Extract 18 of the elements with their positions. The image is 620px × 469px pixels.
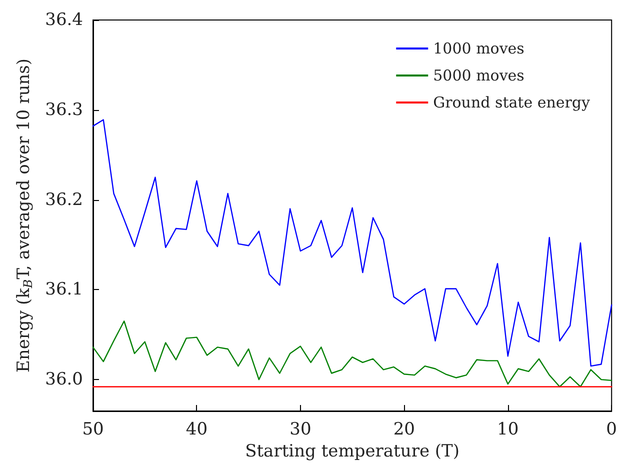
x-tick-label: 40	[186, 420, 208, 440]
y-axis-title: Energy (kBT, averaged over 10 runs)	[14, 58, 36, 372]
legend-label: 5000 moves	[433, 66, 524, 84]
y-tick-label: 36.0	[45, 370, 83, 390]
x-tick-label: 20	[393, 420, 415, 440]
line-series	[92, 119, 612, 367]
y-tick-label: 36.4	[45, 10, 83, 30]
line-series	[92, 320, 612, 388]
x-tick-label: 30	[290, 420, 312, 440]
x-tick-label: 0	[606, 420, 618, 440]
x-tick-label: 10	[497, 420, 519, 440]
legend-label: 1000 moves	[433, 40, 524, 58]
x-axis-title: Starting temperature (T)	[245, 441, 460, 462]
y-tick-label: 36.1	[45, 280, 83, 300]
y-tick-label: 36.3	[45, 100, 83, 120]
x-tick-label: 50	[82, 420, 104, 440]
y-tick-label: 36.2	[45, 190, 83, 210]
legend-label: Ground state energy	[433, 94, 591, 112]
